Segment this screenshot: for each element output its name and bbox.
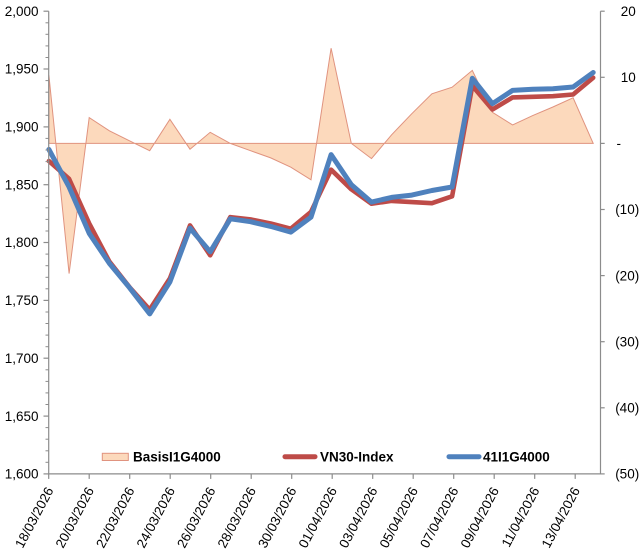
svg-text:1,700: 1,700 <box>5 351 39 366</box>
svg-text:(50): (50) <box>615 467 639 482</box>
svg-text:1,600: 1,600 <box>5 467 39 482</box>
svg-text:41I1G4000: 41I1G4000 <box>483 450 550 465</box>
svg-text:(30): (30) <box>615 334 639 349</box>
svg-text:1,650: 1,650 <box>5 409 39 424</box>
svg-text:1,950: 1,950 <box>5 62 39 77</box>
svg-text:BasisI1G4000: BasisI1G4000 <box>133 450 221 465</box>
svg-text:(20): (20) <box>615 268 639 283</box>
svg-text:VN30-Index: VN30-Index <box>320 450 394 465</box>
svg-text:(10): (10) <box>615 202 639 217</box>
svg-text:10: 10 <box>621 70 636 85</box>
svg-text:2,000: 2,000 <box>5 4 39 19</box>
svg-text:1,750: 1,750 <box>5 293 39 308</box>
svg-text:1,900: 1,900 <box>5 120 39 135</box>
svg-text:1,850: 1,850 <box>5 177 39 192</box>
svg-text:20: 20 <box>621 4 636 19</box>
svg-text:(40): (40) <box>615 401 639 416</box>
svg-text:1,800: 1,800 <box>5 235 39 250</box>
svg-text:-: - <box>617 136 622 151</box>
